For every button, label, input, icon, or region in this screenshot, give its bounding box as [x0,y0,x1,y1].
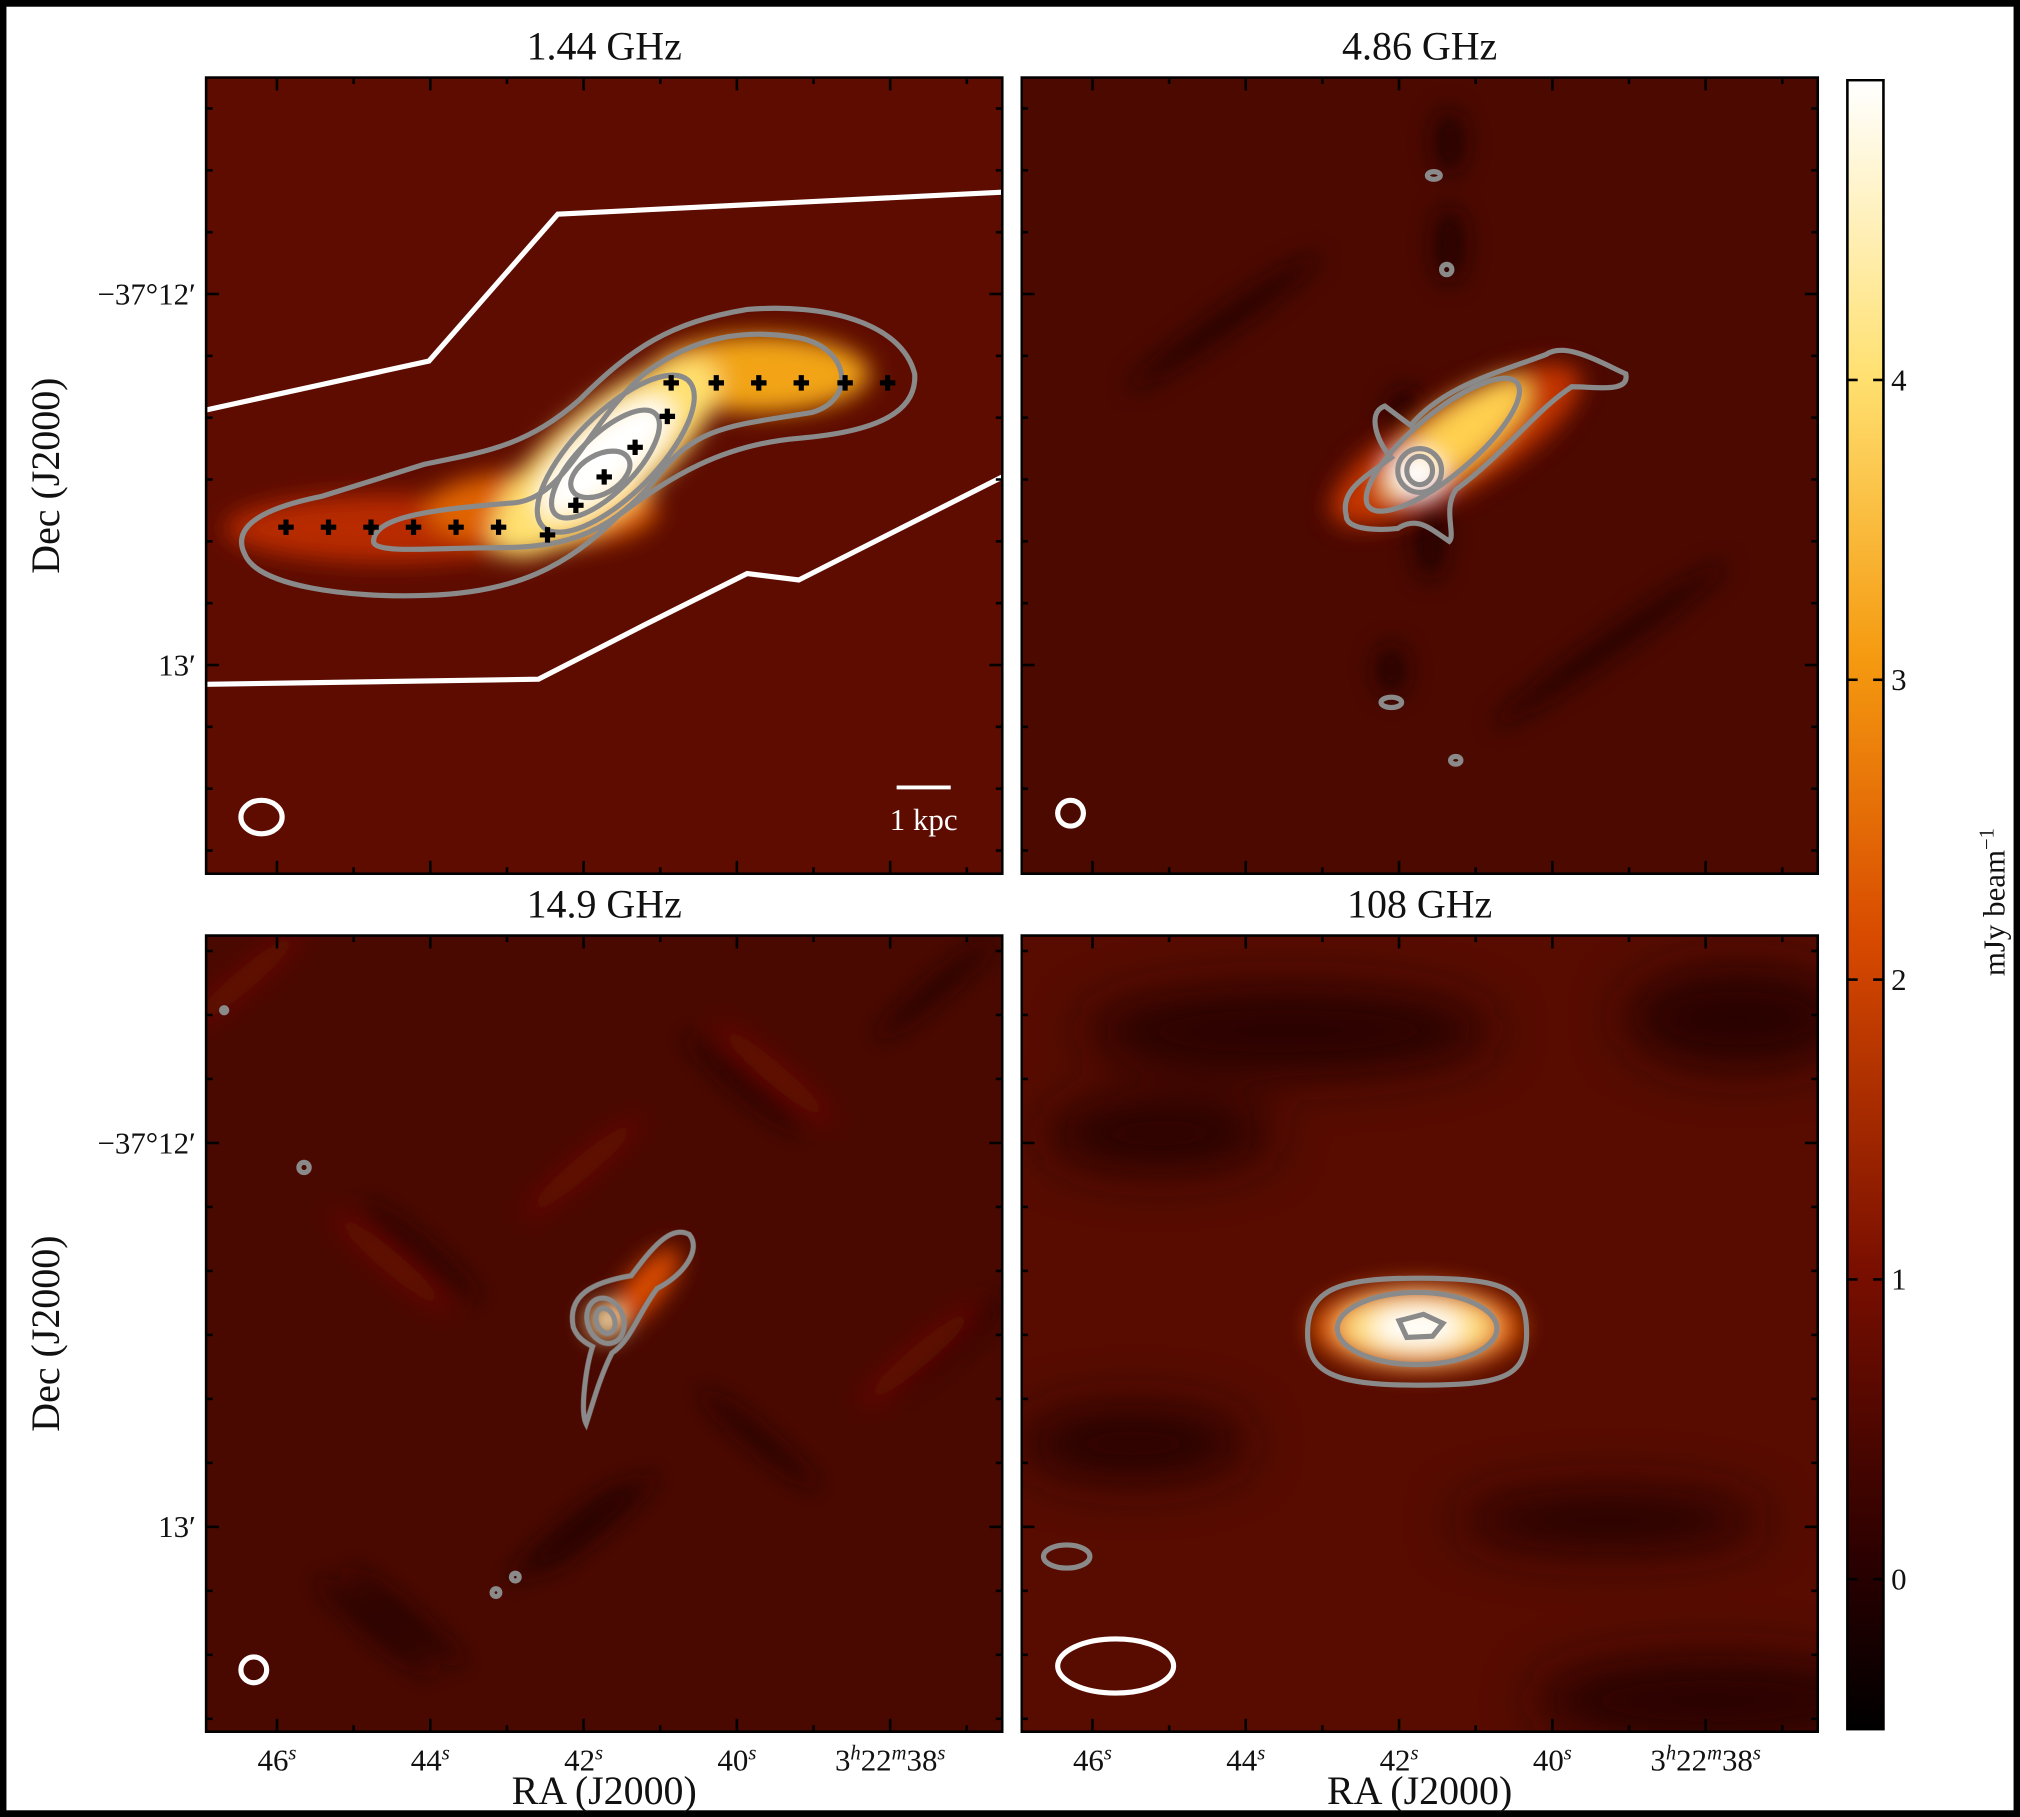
dark-region [1456,1488,1765,1552]
x-tick-label: 44s [411,1742,450,1777]
tick-label-part: 44 [411,1742,442,1777]
label-part: mJy beam [1977,850,2012,976]
tick-label-superscript: s [748,1742,756,1764]
colorbar-tick-label: 2 [1891,962,1906,997]
panel-image [179,922,1017,1732]
y-tick-label: 13′ [158,1509,196,1544]
panel-title: 4.86 GHz [1342,24,1497,69]
tick-label-superscript: s [595,1742,603,1764]
tick-label-part: 40 [717,1742,748,1777]
panel-image [1018,936,1894,1746]
tick-label-superscript: s [1410,1742,1418,1764]
tick-label-superscript: s [1564,1742,1572,1764]
figure: 1 kpc 1.44 GHz −37°12′ 13′ Dec (J2000) 4.86 G… [0,0,2020,1817]
contour [222,1008,227,1013]
panel-image: 1 kpc [206,78,1002,874]
tick-label-part: 46 [1073,1742,1104,1777]
y-axis-label: Dec (J2000) [23,378,68,574]
tick-label-superscript: s [442,1742,450,1764]
tick-label-superscript: s [288,1742,296,1764]
panel-title: 1.44 GHz [527,24,682,69]
dark-ripple [1434,110,1465,174]
label-superscript: −1 [1977,828,1999,850]
dark-region [1082,986,1494,1076]
x-tick-label: 40s [1533,1742,1572,1777]
panel-title: 108 GHz [1347,882,1492,927]
y-tick-label: −37°12′ [97,1125,195,1160]
tick-label-part: 3 [1650,1742,1665,1777]
colorbar-label: mJy beam−1 [1977,828,2012,976]
colorbar [1847,80,1883,1729]
tick-label-superscript: h [850,1742,860,1764]
tick-label-superscript: s [1104,1742,1112,1764]
dark-region [1043,1095,1275,1172]
x-tick-label: 44s [1226,1742,1265,1777]
colorbar-tick-label: 1 [1891,1262,1906,1297]
colorbar-tick-label: 0 [1891,1562,1906,1597]
x-tick-label: 3h22m38s [1650,1742,1760,1777]
scale-bar-label: 1 kpc [890,802,958,837]
dark-region [1018,1404,1250,1481]
colorbar-tick-label: 4 [1891,362,1906,397]
x-axis-label: RA (J2000) [512,1768,697,1813]
tick-label-part: 22 [861,1742,892,1777]
y-tick-label: −37°12′ [97,276,195,311]
x-tick-label: 46s [1073,1742,1112,1777]
tick-label-superscript: s [1257,1742,1265,1764]
dark-ripple [1415,503,1446,580]
tick-label-part: 3 [835,1742,850,1777]
tick-label-superscript: s [937,1742,945,1764]
tick-label-part: 38 [907,1742,938,1777]
tick-label-superscript: m [892,1742,907,1764]
dark-region [1623,966,1855,1069]
panel-title: 14.9 GHz [527,882,682,927]
dark-ripple [1376,644,1407,696]
x-tick-label: 3h22m38s [835,1742,946,1777]
y-tick-label: 13′ [158,647,196,682]
tick-label-part: 22 [1676,1742,1707,1777]
x-tick-label: 40s [717,1742,756,1777]
tick-label-part: 44 [1226,1742,1257,1777]
y-axis-label: Dec (J2000) [23,1236,68,1432]
x-axis-label: RA (J2000) [1327,1768,1512,1813]
panel-image [1022,78,1818,874]
tick-label-part: 38 [1722,1742,1753,1777]
x-tick-label: 46s [258,1742,297,1777]
emission [1311,1283,1522,1371]
tick-label-part: 40 [1533,1742,1564,1777]
tick-label-superscript: m [1707,1742,1722,1764]
colorbar-tick-label: 3 [1891,662,1906,697]
tick-label-superscript: h [1666,1742,1676,1764]
page: {"figure": { "panels": [{"title": "1.44 … [0,0,2020,1817]
tick-label-superscript: s [1753,1742,1761,1764]
tick-label-part: 46 [258,1742,289,1777]
